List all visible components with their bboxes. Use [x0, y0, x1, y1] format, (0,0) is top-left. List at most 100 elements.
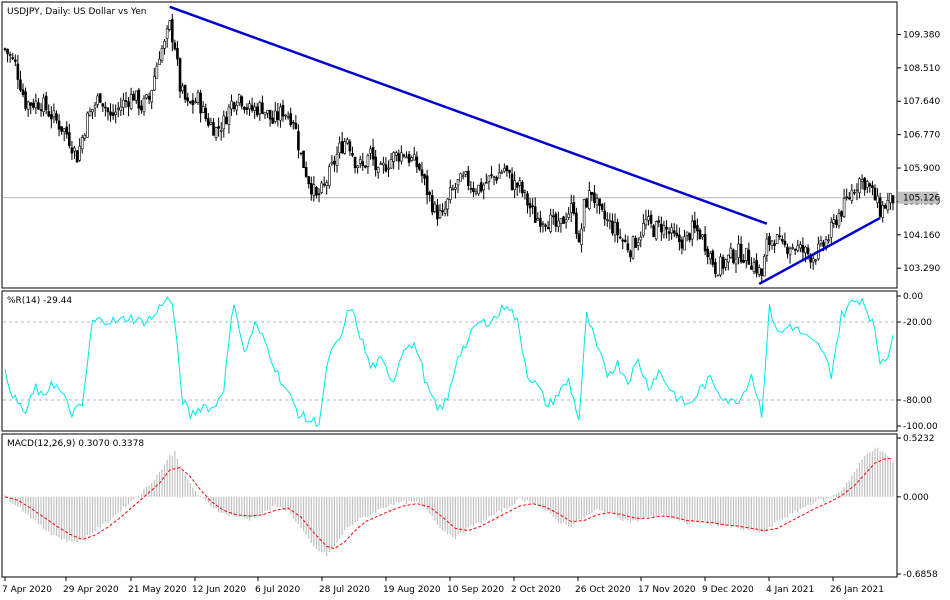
candle-body: [158, 59, 161, 66]
candle-body: [132, 93, 135, 101]
price-candles: [3, 13, 895, 283]
candle-body: [492, 176, 496, 178]
candle-body: [194, 101, 197, 104]
macd-histogram: [4, 447, 894, 557]
candle-body: [21, 89, 25, 95]
candle-body: [402, 154, 406, 157]
candle-body: [544, 224, 547, 227]
candle-body: [580, 228, 583, 246]
candle-body: [328, 166, 331, 186]
candle-body: [680, 239, 684, 249]
candle-body: [456, 179, 460, 186]
candle-body: [6, 48, 9, 55]
candle-body: [96, 95, 99, 105]
candle-body: [701, 234, 704, 238]
candle-body: [806, 247, 810, 255]
candle-body: [868, 183, 872, 187]
current-price-label: 105.126: [903, 194, 940, 204]
candle-body: [39, 109, 43, 111]
candle-body: [266, 110, 269, 114]
candle-body: [755, 259, 758, 274]
candle-body: [348, 141, 352, 152]
candle-body: [361, 161, 365, 167]
candle-body: [577, 233, 581, 243]
candle-body: [114, 111, 117, 115]
candle-body: [353, 157, 357, 169]
candle-body: [176, 48, 179, 60]
candle-body: [631, 236, 635, 259]
time-tick-label: 21 May 2020: [128, 585, 187, 595]
candle-body: [225, 116, 228, 125]
candle-body: [284, 114, 287, 117]
price-tick-label: 103.290: [903, 264, 940, 274]
candle-body: [654, 221, 658, 240]
candle-body: [698, 229, 702, 239]
candle-body: [16, 63, 20, 80]
candle-body: [412, 154, 416, 161]
candle-body: [814, 259, 818, 262]
candle-body: [469, 188, 473, 190]
candle-body: [446, 198, 450, 210]
candle-body: [690, 220, 694, 240]
candle-body: [428, 192, 431, 195]
candle-body: [155, 65, 159, 79]
candle-body: [382, 162, 385, 166]
candle-body: [742, 260, 746, 263]
candle-body: [636, 242, 640, 246]
candle-body: [472, 187, 475, 192]
candle-body: [569, 203, 573, 214]
candle-body: [379, 163, 383, 165]
time-tick-label: 29 Apr 2020: [63, 585, 119, 595]
candle-body: [587, 190, 591, 210]
candle-body: [173, 42, 177, 50]
candle-body: [726, 254, 730, 263]
candle-body: [829, 221, 833, 238]
candle-body: [165, 28, 169, 39]
candle-body: [78, 145, 81, 161]
candle-body: [479, 182, 483, 192]
candle-body: [13, 59, 17, 62]
time-tick-label: 17 Nov 2020: [638, 585, 696, 595]
candle-body: [3, 48, 7, 51]
candle-body: [124, 100, 128, 102]
candle-body: [358, 159, 362, 164]
candle-body: [271, 117, 274, 124]
candle-body: [335, 153, 339, 166]
candle-body: [747, 249, 751, 265]
candle-body: [201, 106, 205, 113]
candle-body: [624, 239, 627, 243]
candle-body: [253, 106, 256, 111]
candle-body: [490, 174, 493, 176]
candle-body: [621, 239, 625, 242]
candle-body: [513, 180, 516, 190]
candle-body: [778, 235, 782, 237]
candle-body: [152, 76, 156, 91]
candle-body: [850, 189, 854, 201]
candle-body: [788, 248, 792, 256]
candle-body: [356, 165, 359, 169]
candle-body: [405, 156, 408, 159]
candle-body: [724, 259, 727, 268]
candle-body: [116, 107, 120, 110]
candle-body: [770, 240, 774, 246]
candle-body: [68, 132, 71, 147]
candle-body: [618, 236, 622, 239]
candle-body: [510, 173, 514, 190]
candle-body: [495, 177, 498, 181]
candle-body: [603, 210, 607, 220]
candle-body: [73, 147, 76, 152]
macd-tick-label: -0.6858: [903, 570, 938, 580]
candle-body: [662, 225, 666, 236]
candle-body: [389, 159, 393, 169]
candle-body: [366, 155, 370, 167]
candle-body: [371, 147, 375, 160]
trendlines: [169, 5, 881, 286]
candle-body: [611, 220, 614, 234]
candle-body: [196, 91, 200, 103]
candle-body: [55, 113, 58, 121]
candle-body: [858, 178, 861, 193]
candle-body: [626, 243, 630, 251]
candle-body: [629, 250, 632, 258]
candle-body: [871, 185, 874, 189]
candle-body: [230, 100, 233, 110]
